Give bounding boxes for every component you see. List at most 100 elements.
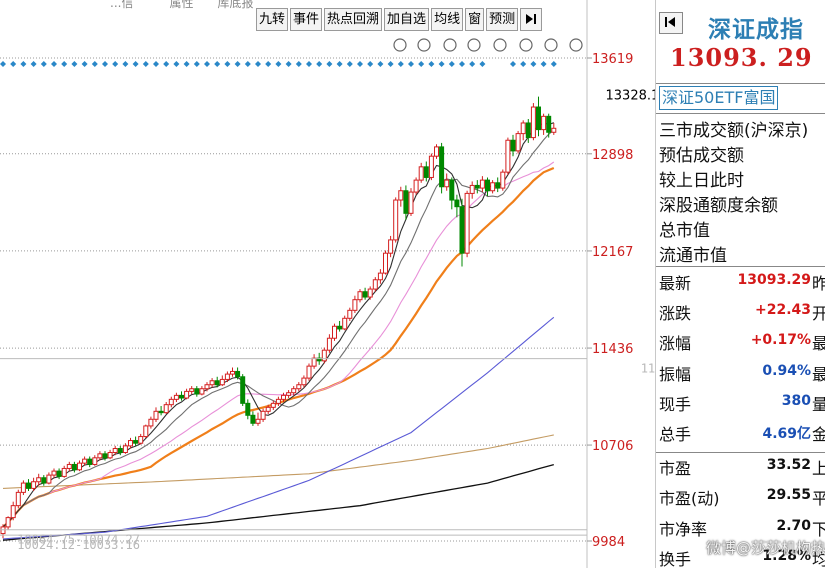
candle-body [163,404,169,414]
candle-body [459,206,465,254]
chart-toolbar: 九转 事件 热点回溯 加自选 均线 窗 预测 [256,8,543,31]
candle-body [219,378,225,386]
candle-body [199,388,205,395]
event-marker-icon [510,61,516,67]
candle-body [388,239,394,254]
candle-body [173,394,179,400]
candle-body [235,370,241,378]
candle-body [291,388,297,394]
collapse-panel-icon[interactable] [659,12,683,34]
candle-body [536,106,541,131]
candle-body [31,481,37,489]
candle-body [138,436,144,444]
info-row-label: 深股通额度余额 [659,196,778,216]
ma-line-ma5 [2,122,554,528]
candle-body [117,448,123,454]
candle-body [56,470,62,477]
event-marker-icon [214,61,221,67]
settings-icon[interactable] [393,38,407,52]
candle-body [413,179,419,193]
pencil-icon[interactable] [417,38,431,52]
candle-body [439,146,445,188]
hand-icon[interactable] [493,38,507,52]
window-button[interactable]: 窗 [465,8,485,31]
quote-label: 市净率 [659,519,708,539]
eye-icon[interactable] [443,38,457,52]
event-marker-icon [367,61,374,67]
quote-value: +22.43 [754,302,811,319]
candle-body [275,398,281,404]
candle-body [444,179,450,188]
candle-body [485,179,490,192]
gap-label: 10024.12-10033.16 [17,538,140,552]
divider [656,83,825,84]
moving-average-button[interactable]: 均线 [431,8,464,31]
candle-body [393,199,399,241]
candle-body [546,115,552,133]
candle-body [158,410,164,414]
candle-body [383,252,388,274]
event-marker-icon [193,61,200,67]
info-row-label: 三市成交额(沪深京) [659,121,809,141]
candle-body [107,452,113,459]
candle-body [82,458,88,464]
quote-value: 380 [781,392,811,409]
divider [656,266,825,267]
candle-body [0,526,6,535]
candle-body [133,440,139,444]
candle-body [321,349,327,362]
candle-body [112,448,118,454]
candle-body [500,171,506,189]
quote-suffix-label: 最 [812,361,825,385]
quote-label: 总手 [659,425,692,444]
event-marker-icon [71,61,78,67]
event-marker-icon [265,61,272,67]
event-marker-icon [408,61,414,67]
candle-body [515,133,521,152]
candle-body [408,191,414,214]
expand-panel-icon[interactable] [520,8,543,31]
candle-body [102,453,108,459]
event-marker-icon [387,61,394,67]
zoom-in-icon[interactable] [544,38,558,52]
event-marker-icon [40,61,47,67]
quote-label: 振幅 [659,364,692,384]
basket-icon[interactable] [467,38,481,52]
quote-suffix-label: 金 [812,421,825,445]
candle-body [311,357,317,367]
candlestick-chart[interactable]: 13619 12898 12167 11436 10706 9984 13328.10 113… [0,0,655,568]
nine-turn-button[interactable]: 九转 [256,8,289,31]
event-marker-icon [448,61,455,67]
candle-body [255,418,261,424]
candle-body [352,299,358,311]
add-watchlist-button[interactable]: 加自选 [384,8,430,31]
candle-body [449,179,455,201]
candle-body [15,491,21,507]
candle-body [270,402,276,408]
zoom-out-icon[interactable] [569,38,583,52]
clipped-top-text: ...信 属性 库底报 [110,0,254,10]
candle-body [296,384,302,390]
candle-body [398,190,404,201]
related-etf-link[interactable]: 深证50ETF富国 [659,86,779,110]
lock-icon[interactable] [519,38,533,52]
y-tick-label: 9984 [592,535,625,550]
event-marker-icon [295,61,302,67]
gap-label: 11351.63-11362.90 [641,362,655,376]
event-marker-icon [479,61,486,67]
candle-body [525,122,531,139]
hot-replay-button[interactable]: 热点回溯 [324,8,383,31]
forecast-button[interactable]: 预测 [486,8,519,31]
events-button[interactable]: 事件 [290,8,323,31]
index-name: 深证成指 [708,16,804,43]
quote-value: 13093.29 [737,272,811,288]
candle-body [36,477,42,483]
candle-body [301,377,307,386]
candle-body [495,182,501,189]
candle-body [66,463,72,469]
event-marker-icon [285,61,292,67]
event-marker-icon [438,61,445,67]
quote-label: 涨幅 [659,334,692,354]
quote-value: 2.70 [776,517,811,534]
candle-body [41,477,47,484]
